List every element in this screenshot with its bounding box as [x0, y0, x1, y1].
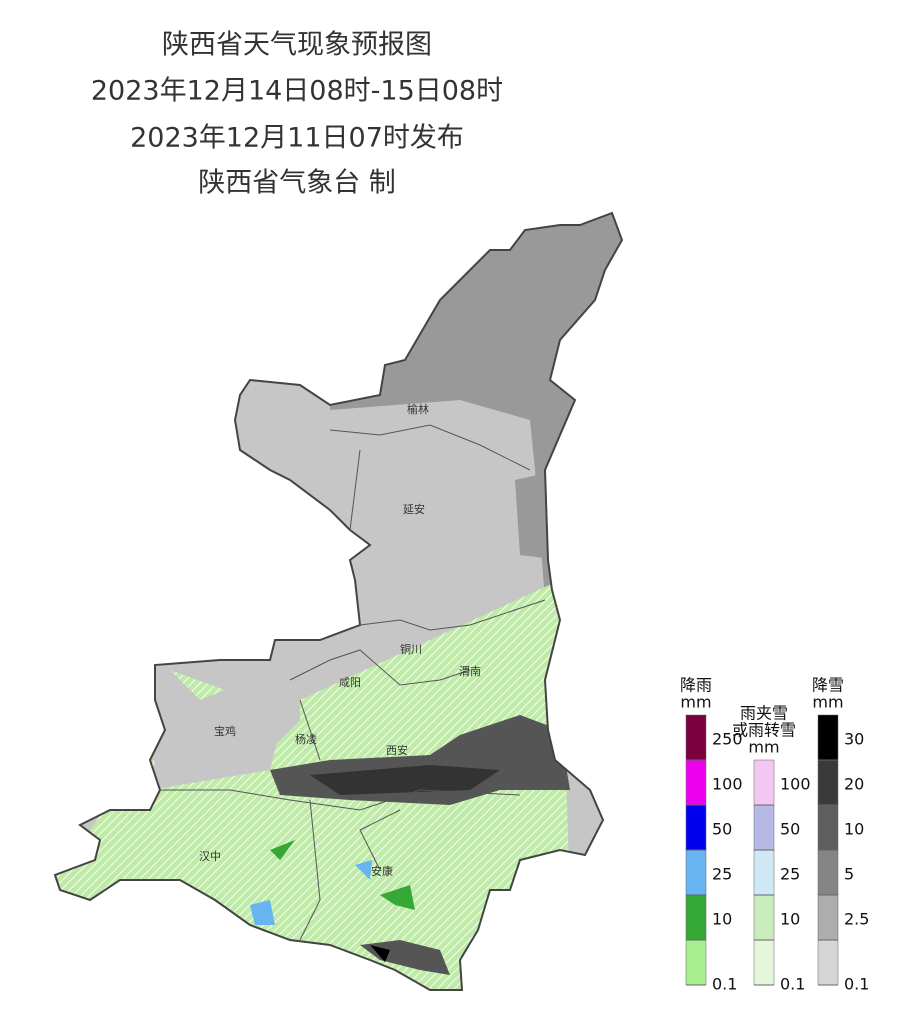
legend-title: mm	[680, 693, 711, 712]
period: 2023年12月14日08时-15日08时	[91, 76, 503, 107]
legend-tick-label: 0.1	[780, 975, 805, 994]
legend-swatch	[685, 804, 707, 851]
legend-swatch	[685, 849, 707, 896]
legend-tick-label: 0.1	[712, 975, 737, 994]
legend-swatch	[685, 939, 707, 986]
legend-title: 雨夹雪	[740, 704, 788, 723]
legend-swatch	[817, 804, 839, 851]
legend-tick-label: 10	[780, 910, 800, 929]
legend-swatch	[753, 939, 775, 986]
district-borders	[160, 424, 546, 941]
legend-tick-label: 2.5	[844, 910, 869, 929]
issued: 2023年12月11日07时发布	[130, 123, 464, 154]
city-label: 榆林	[407, 402, 429, 416]
city-label: 咸阳	[339, 676, 361, 689]
legend-swatch	[817, 939, 839, 986]
legend-swatch	[817, 849, 839, 896]
map-fill	[55, 213, 622, 990]
legend-swatch	[753, 759, 775, 806]
legend-tick-label: 50	[712, 820, 732, 839]
title: 陕西省天气现象预报图	[162, 30, 432, 61]
legend-tick-label: 50	[780, 820, 800, 839]
legend-tick-label: 100	[780, 775, 811, 794]
legend-title: 降雨	[680, 676, 712, 695]
legend-tick-label: 30	[844, 730, 864, 749]
legend: 降雨mm0.1102550100250雨夹雪或雨转雪mm0.1102550100…	[680, 676, 869, 994]
legend-swatch	[817, 714, 839, 761]
city-labels: 榆林 延安 铜川 渭南 咸阳 宝鸡 杨凌 西安 汉中 安康	[199, 402, 481, 878]
city-label: 宝鸡	[214, 724, 236, 738]
legend-swatch	[753, 894, 775, 941]
city-label: 杨凌	[295, 732, 317, 746]
city-label: 渭南	[459, 665, 481, 678]
legend-title: mm	[748, 738, 779, 757]
legend-title: mm	[812, 693, 843, 712]
legend-tick-label: 5	[844, 865, 854, 884]
city-label: 铜川	[400, 642, 422, 656]
issuer: 陕西省气象台 制	[198, 168, 396, 199]
legend-tick-label: 20	[844, 775, 864, 794]
legend-swatch	[685, 714, 707, 761]
legend-tick-label: 0.1	[844, 975, 869, 994]
legend-tick-label: 10	[844, 820, 864, 839]
legend-tick-label: 25	[712, 865, 732, 884]
legend-tick-label: 250	[712, 730, 743, 749]
city-label: 延安	[403, 502, 425, 516]
city-label: 西安	[386, 743, 408, 757]
legend-tick-label: 10	[712, 910, 732, 929]
legend-title: 或雨转雪	[732, 721, 796, 740]
legend-swatch	[753, 849, 775, 896]
city-label: 安康	[371, 864, 393, 878]
legend-title: 降雪	[812, 676, 844, 695]
legend-swatch	[753, 804, 775, 851]
legend-swatch	[817, 894, 839, 941]
legend-swatch	[685, 894, 707, 941]
legend-swatch	[685, 759, 707, 806]
city-label: 汉中	[199, 850, 221, 863]
header: 陕西省天气现象预报图 2023年12月14日08时-15日08时 2023年12…	[91, 30, 503, 199]
legend-tick-label: 25	[780, 865, 800, 884]
legend-tick-label: 100	[712, 775, 743, 794]
legend-swatch	[817, 759, 839, 806]
